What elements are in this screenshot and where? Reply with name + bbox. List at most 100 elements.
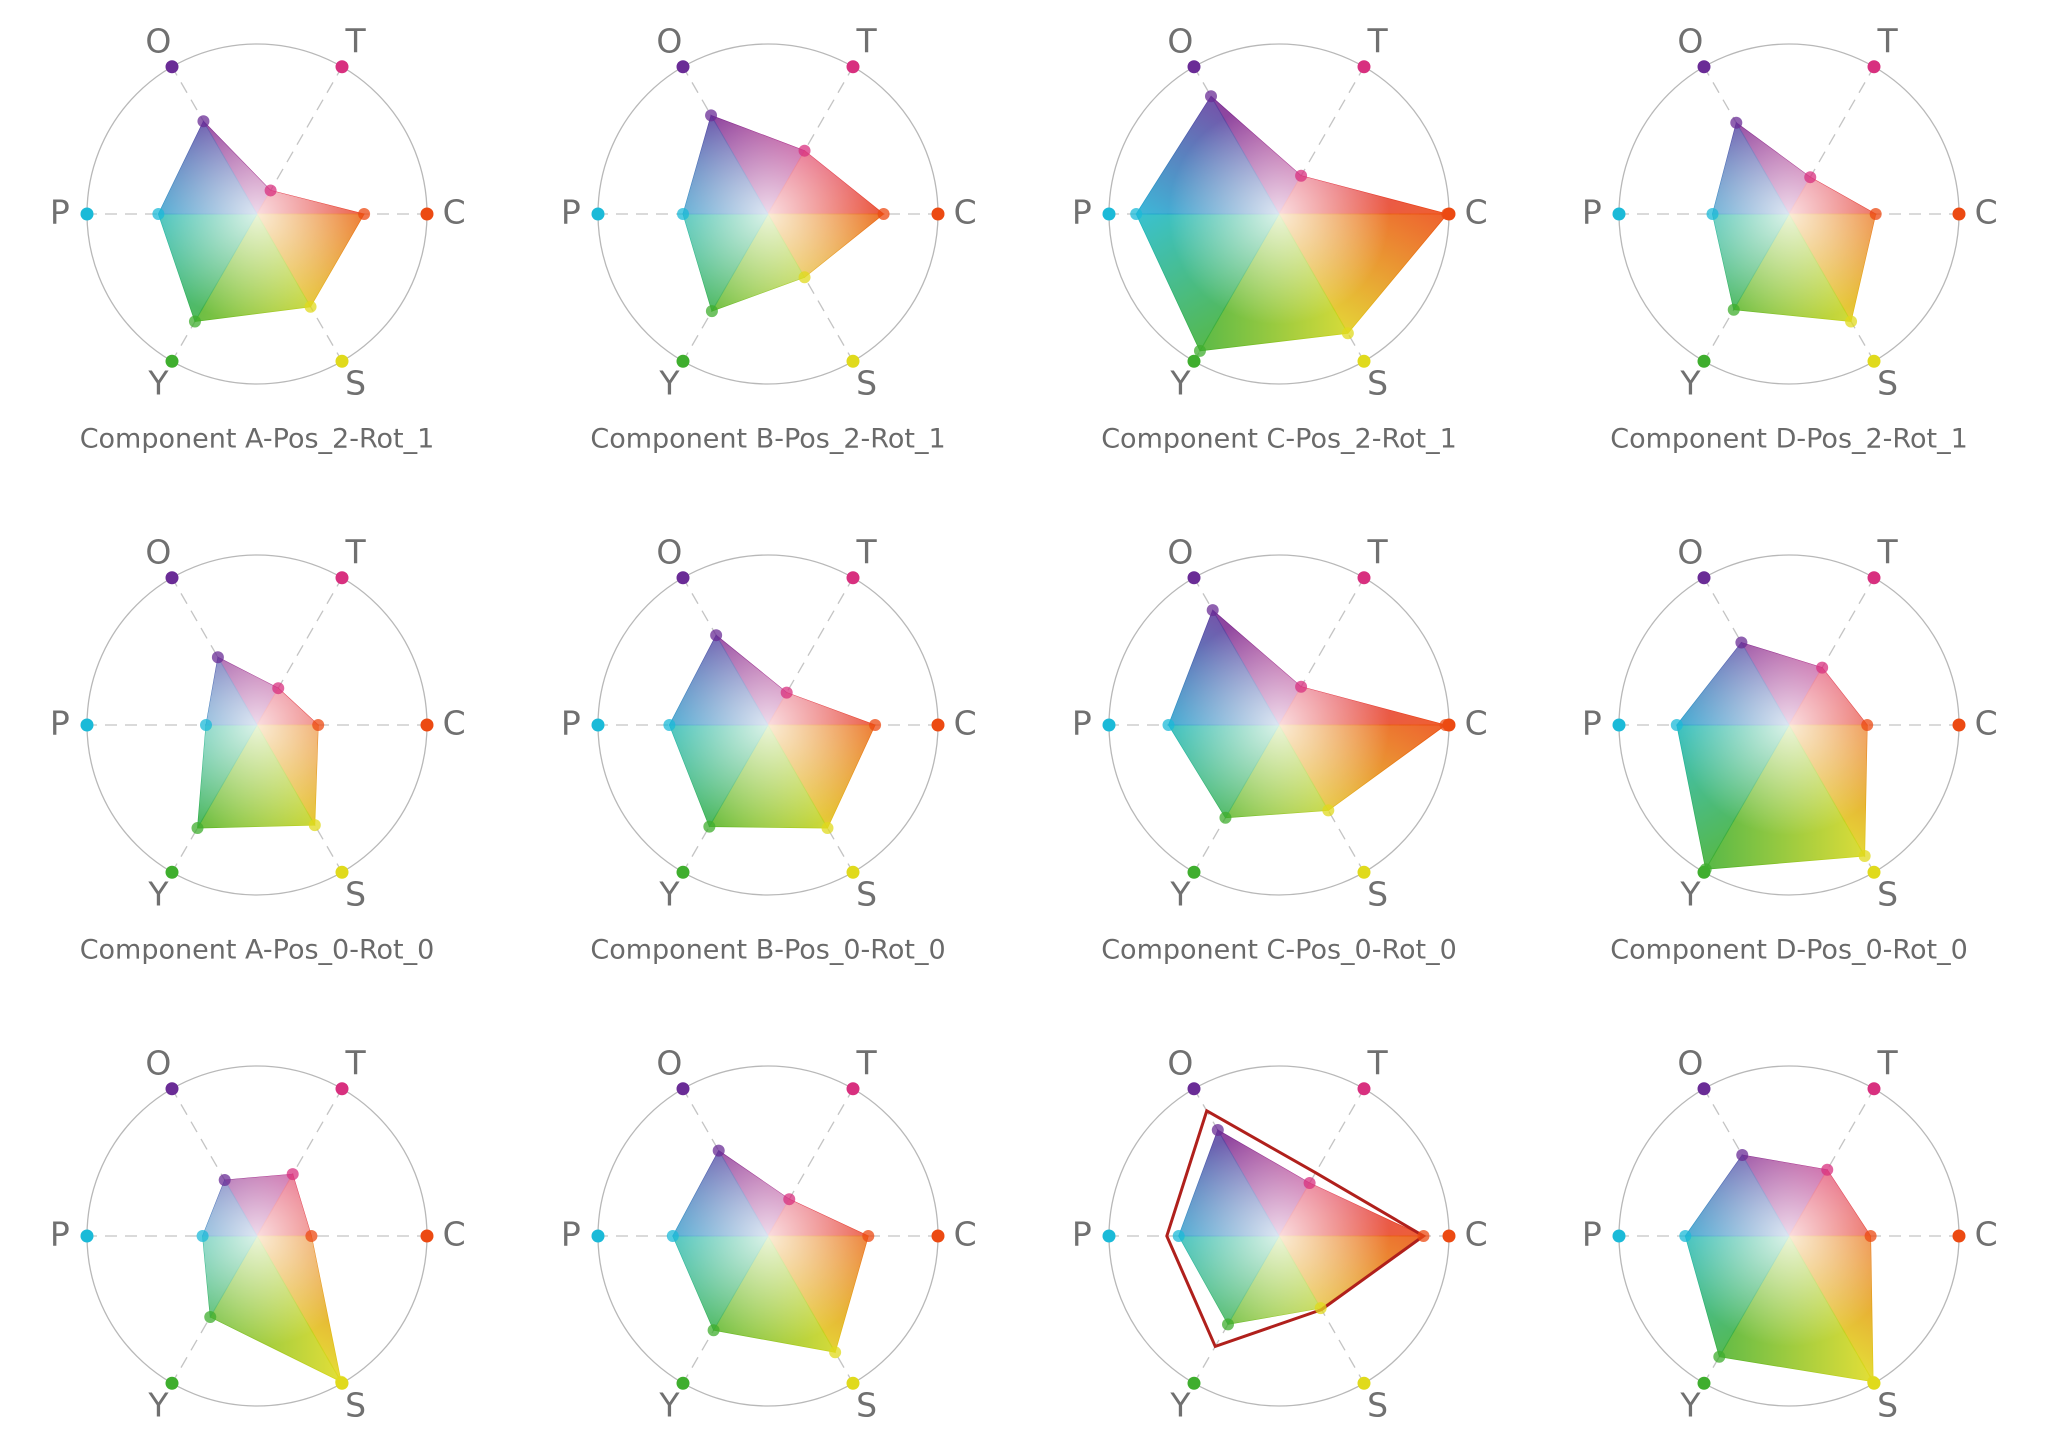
axis-label: Y <box>658 874 680 913</box>
vertex-dot <box>677 208 689 220</box>
axis-label: C <box>1465 193 1488 232</box>
vertex-dot <box>663 719 676 731</box>
vertex-dot <box>1222 1318 1234 1331</box>
vertex-dot <box>1211 1123 1224 1136</box>
axis-label: S <box>856 874 877 913</box>
axis-dot <box>931 718 945 732</box>
vertex-dot <box>1303 1176 1316 1189</box>
axis-label: S <box>1877 363 1898 402</box>
axis-dot <box>1357 865 1371 879</box>
vertex-dot <box>705 109 718 122</box>
axis-dot <box>1357 1376 1371 1390</box>
area <box>1136 96 1448 351</box>
vertex-dot <box>1735 636 1748 649</box>
axis-label: Y <box>1679 874 1701 913</box>
axis-dot <box>1102 207 1116 221</box>
vertex-dot <box>862 1230 875 1242</box>
axis-dot <box>931 1229 945 1243</box>
axis-dot <box>1102 718 1116 732</box>
vertex-dot <box>286 1168 299 1181</box>
axis-label: T <box>1877 22 1899 61</box>
vertex-dot <box>264 184 277 197</box>
axis-label: P <box>561 1215 581 1254</box>
axis-dot <box>846 865 860 879</box>
axis-label: P <box>561 193 581 232</box>
vertex-dot <box>1679 1230 1692 1242</box>
axis-label: P <box>50 193 70 232</box>
area <box>1676 642 1868 870</box>
axis-label: Y <box>1169 363 1191 402</box>
chart-title: Component B-Pos_2-Rot_1 <box>590 424 945 455</box>
radar-chart: O T C S Y P <box>1582 1044 1998 1425</box>
axis-dot <box>335 354 349 368</box>
axis-label: S <box>856 363 877 402</box>
axis-dot <box>1697 1376 1711 1390</box>
vertex-dot <box>783 1193 796 1206</box>
vertex-dot <box>197 115 210 128</box>
vertex-dot <box>1804 171 1817 184</box>
area <box>202 1174 342 1382</box>
area <box>158 121 365 322</box>
vertex-dot <box>1219 811 1232 824</box>
axis-dot <box>1867 571 1881 585</box>
axis-dot <box>1442 207 1456 221</box>
vertex-dot <box>712 1144 725 1157</box>
area <box>1178 1129 1424 1325</box>
axis-label: P <box>561 704 581 743</box>
axis-dot <box>1612 1229 1626 1243</box>
axis-label: P <box>1072 704 1092 743</box>
vertex-dot <box>1713 1350 1726 1363</box>
vertex-dot <box>312 719 325 731</box>
axis-label: Y <box>1679 363 1701 402</box>
axis-dot <box>80 1229 94 1243</box>
axis-label: T <box>1877 1044 1899 1083</box>
axis-label: S <box>345 874 366 913</box>
axis-label: T <box>345 1044 367 1083</box>
vertex-dot <box>1295 680 1308 693</box>
axis-dot <box>335 865 349 879</box>
axis-dot <box>335 1082 349 1096</box>
chart-title: Component B-Pos_0-Rot_0 <box>590 935 945 966</box>
axis-label: C <box>1465 704 1488 743</box>
axis-dot <box>1697 60 1711 74</box>
axis-dot <box>1952 1229 1966 1243</box>
vertex-dot <box>218 1174 231 1187</box>
axis-dot <box>931 207 945 221</box>
vertex-dot <box>1162 719 1175 731</box>
axis-dot <box>165 354 179 368</box>
axis-label: P <box>1582 1215 1602 1254</box>
axis-label: Y <box>1169 1385 1191 1424</box>
vertex-dot <box>1869 208 1882 220</box>
vertex-dot <box>798 144 811 157</box>
axis-label: O <box>656 533 682 572</box>
axis-label: Y <box>1169 874 1191 913</box>
vertex-dot <box>211 651 224 664</box>
axis-dot <box>1187 571 1201 585</box>
vertex-dot <box>821 822 834 835</box>
vertex-dot <box>191 822 204 835</box>
axis-label: P <box>50 1215 70 1254</box>
axis-dot <box>676 60 690 74</box>
axis-label: O <box>656 1044 682 1083</box>
axis-label: O <box>1167 22 1193 61</box>
chart-title: Component D-Pos_2-Rot_1 <box>1610 424 1968 455</box>
axis-dot <box>1612 718 1626 732</box>
axis-label: S <box>345 1385 366 1424</box>
radar-chart: O T C S Y P Component C-Pos_2-Rot_1 <box>1072 22 1488 455</box>
axis-label: S <box>1877 874 1898 913</box>
axis-label: S <box>1367 1385 1388 1424</box>
axis-label: P <box>50 704 70 743</box>
axis-label: T <box>1367 1044 1389 1083</box>
radar-chart: O T C S Y P <box>1072 1044 1488 1425</box>
axis-dot <box>1187 60 1201 74</box>
axis-dot <box>676 571 690 585</box>
axis-dot <box>1952 718 1966 732</box>
axis-dot <box>1442 718 1456 732</box>
axis-label: P <box>1072 1215 1092 1254</box>
axis-dot <box>1102 1229 1116 1243</box>
chart-title: Component C-Pos_0-Rot_0 <box>1101 935 1457 966</box>
axis-dot <box>80 718 94 732</box>
axis-label: C <box>1975 193 1998 232</box>
axis-dot <box>1612 207 1626 221</box>
axis-label: C <box>443 704 466 743</box>
